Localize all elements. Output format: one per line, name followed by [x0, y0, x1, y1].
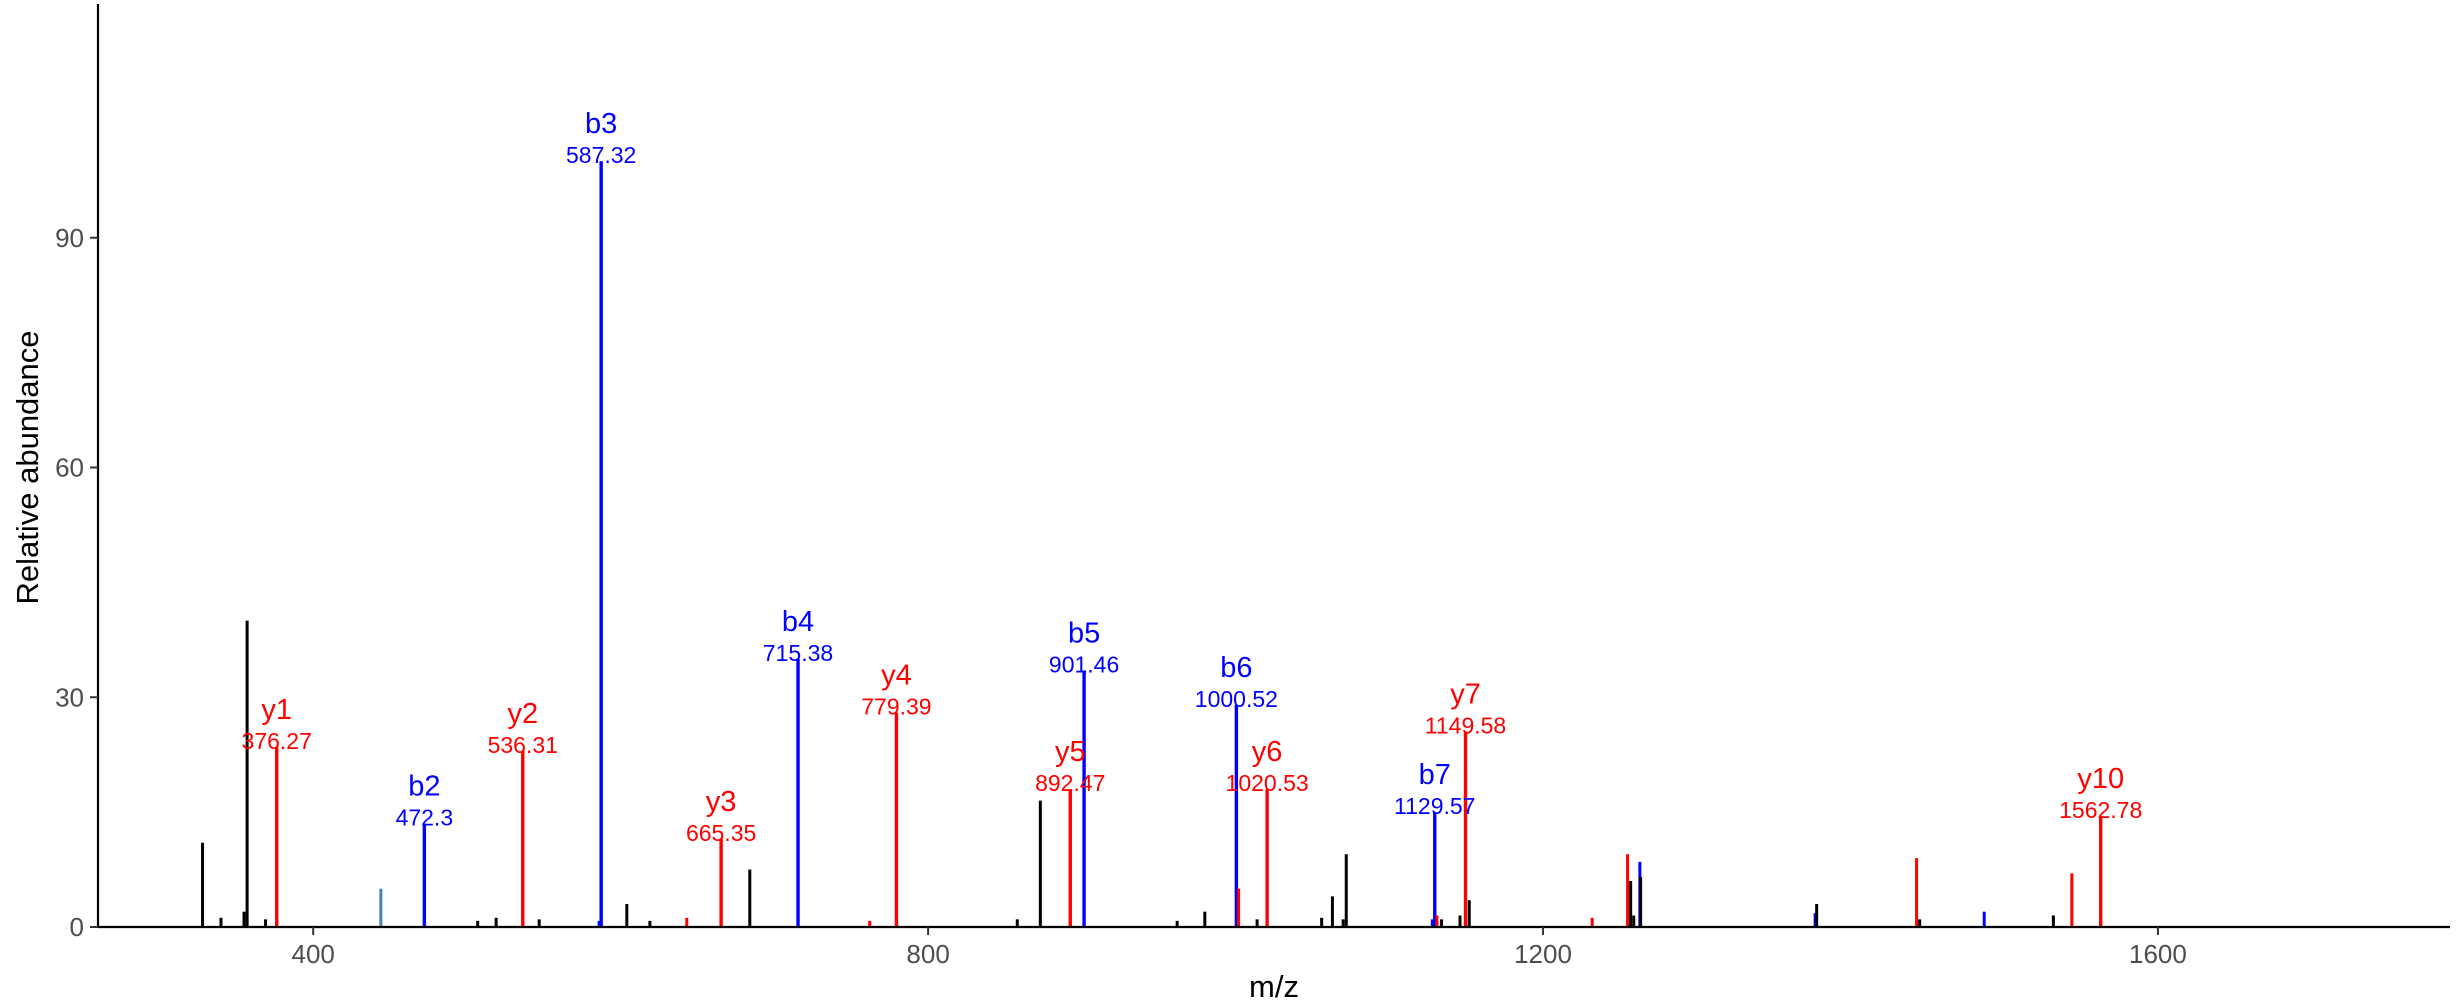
- peak-ion-label: b2: [408, 771, 440, 803]
- peak-ion-label: b7: [1419, 759, 1451, 791]
- peak-mz-label: 1562.78: [2059, 797, 2142, 823]
- peak-mz-label: 587.32: [566, 142, 636, 168]
- peak-mz-label: 536.31: [488, 732, 558, 758]
- y-axis-ticks: 0 30 60 90: [55, 223, 98, 942]
- y-axis-title: Relative abundance: [10, 330, 45, 604]
- y-tick-label: 90: [55, 223, 84, 253]
- peak-ion-label: y1: [261, 694, 292, 726]
- x-axis-ticks: 400 800 1200 1600: [292, 927, 2187, 969]
- peak-mz-label: 1149.58: [1425, 713, 1506, 739]
- peak-mz-label: 892.47: [1035, 770, 1105, 796]
- peak-mz-label: 901.46: [1049, 651, 1119, 677]
- peak-ion-label: b5: [1068, 617, 1100, 649]
- y-tick-label: 0: [70, 912, 84, 942]
- peak-mz-label: 1129.57: [1394, 793, 1475, 819]
- peak-ion-label: b4: [782, 606, 814, 638]
- x-axis-title: m/z: [1249, 969, 1299, 1003]
- peak-ion-label: y5: [1055, 736, 1086, 768]
- x-tick-label: 800: [906, 939, 949, 969]
- peak-mz-label: 472.3: [396, 805, 454, 831]
- peak-ion-label: b3: [585, 108, 617, 140]
- peak-mz-label: 665.35: [686, 820, 756, 846]
- peak-ion-label: b6: [1220, 652, 1252, 684]
- peak-mz-label: 376.27: [242, 728, 312, 754]
- peak-mz-label: 1000.52: [1195, 686, 1278, 712]
- peak-ion-label: y7: [1450, 679, 1481, 711]
- x-tick-label: 400: [292, 939, 335, 969]
- x-tick-label: 1200: [1514, 939, 1572, 969]
- peak-ion-label: y2: [507, 698, 538, 730]
- peak-mz-label: 1020.53: [1226, 770, 1309, 796]
- peak-mz-label: 779.39: [861, 694, 931, 720]
- peak-ion-label: y4: [881, 660, 912, 692]
- peaks-layer: [201, 161, 2103, 927]
- x-tick-label: 1600: [2129, 939, 2187, 969]
- peak-ion-label: y3: [706, 786, 737, 818]
- y-tick-label: 30: [55, 682, 84, 712]
- peak-ion-label: y10: [2077, 763, 2124, 795]
- peak-ion-label: y6: [1252, 736, 1283, 768]
- peak-mz-label: 715.38: [763, 640, 833, 666]
- y-tick-label: 60: [55, 453, 84, 483]
